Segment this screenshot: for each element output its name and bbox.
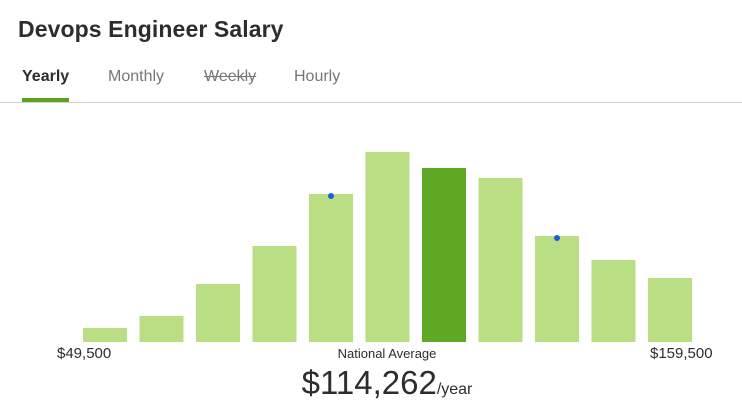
tab-weekly[interactable]: Weekly (204, 68, 257, 85)
bar-marker-dot (554, 235, 560, 241)
active-tab-indicator (22, 98, 69, 102)
tab-yearly[interactable]: Yearly (22, 68, 70, 85)
national-average-value: $114,262/year (200, 364, 574, 402)
salary-bar[interactable] (591, 260, 636, 342)
salary-bar[interactable] (83, 328, 127, 342)
tab-hourly[interactable]: Hourly (294, 68, 341, 85)
salary-distribution-chart (83, 152, 692, 342)
average-salary-amount: $114,262 (301, 364, 437, 401)
salary-bar[interactable] (365, 152, 410, 342)
page-title: Devops Engineer Salary (18, 16, 284, 42)
salary-bar[interactable] (478, 178, 523, 342)
salary-bar[interactable] (252, 246, 297, 342)
period-tabs: Yearly Monthly Weekly Hourly (0, 62, 742, 103)
salary-bar[interactable] (139, 316, 184, 342)
salary-bar[interactable] (535, 236, 579, 342)
salary-bar[interactable] (309, 194, 353, 342)
salary-bar[interactable] (648, 278, 692, 342)
national-average-caption: National Average (337, 346, 437, 361)
bar-marker-dot (328, 193, 334, 199)
average-salary-unit: /year (436, 381, 473, 398)
range-min-label: $49,500 (57, 345, 112, 362)
salary-bar-highlighted[interactable] (422, 168, 466, 342)
range-max-label: $159,500 (650, 345, 713, 362)
salary-bar[interactable] (196, 284, 240, 342)
tab-monthly[interactable]: Monthly (108, 68, 165, 85)
